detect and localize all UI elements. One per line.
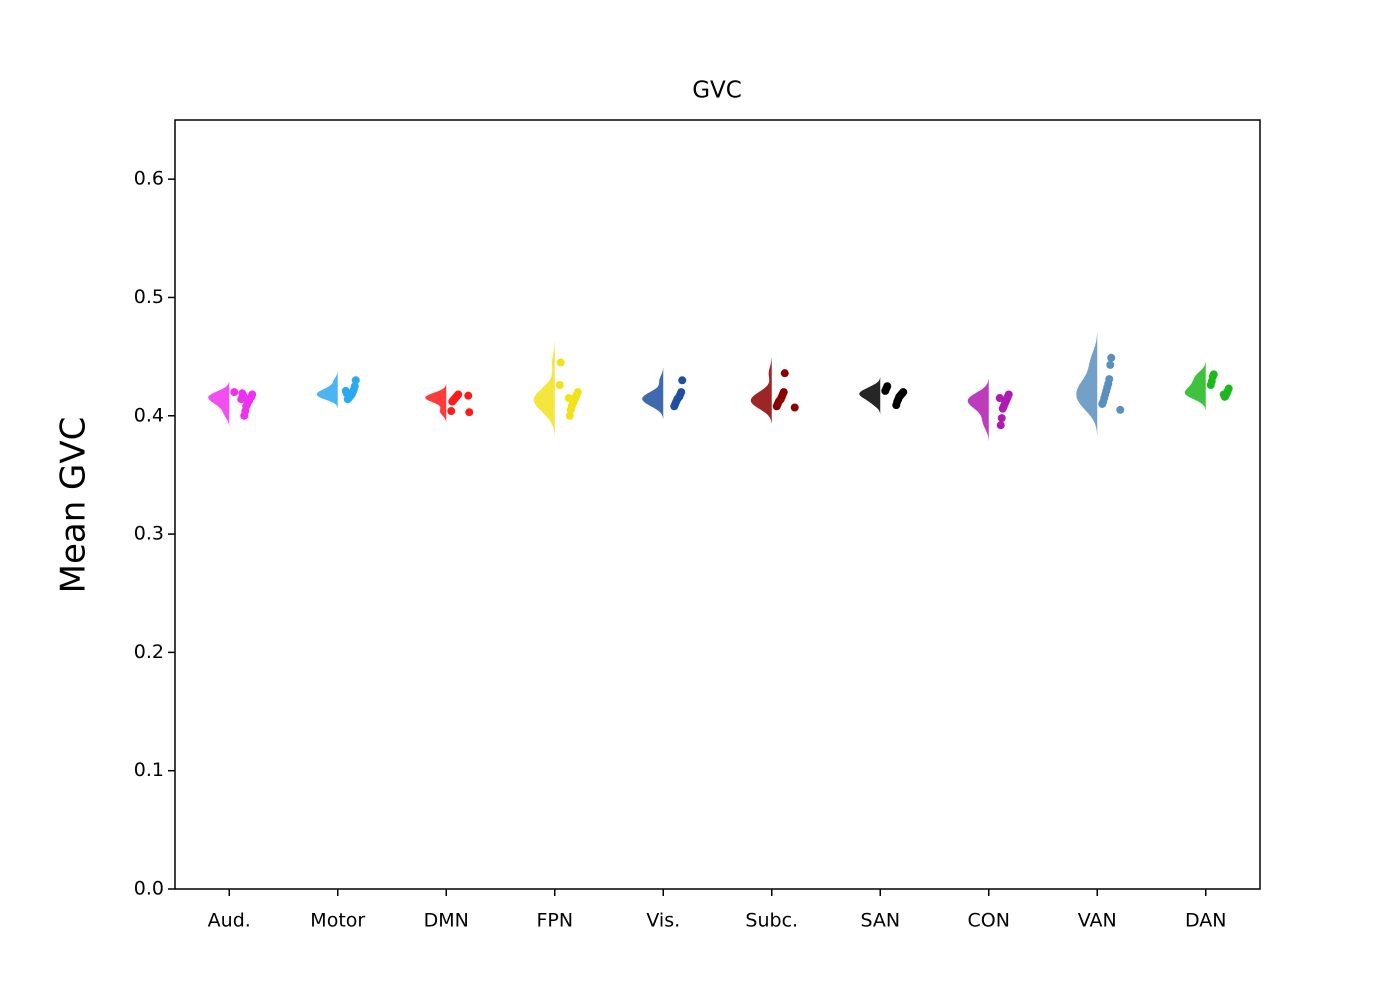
data-point xyxy=(464,391,473,400)
data-point xyxy=(341,386,350,395)
violin xyxy=(208,381,230,427)
x-tick-label: CON xyxy=(968,910,1010,932)
x-tick-label: Motor xyxy=(310,910,365,932)
x-tick-label: Aud. xyxy=(208,910,251,932)
data-point xyxy=(1116,405,1125,414)
x-tick-label: Subc. xyxy=(745,910,798,932)
x-tick-label: FPN xyxy=(536,910,573,932)
y-tick-label: 0.1 xyxy=(134,759,164,781)
data-point xyxy=(566,405,575,414)
violin xyxy=(316,371,338,408)
data-point xyxy=(892,401,901,410)
y-axis-label: Mean GVC xyxy=(54,417,94,594)
data-point xyxy=(555,381,564,390)
y-tick-label: 0.4 xyxy=(134,404,164,426)
violin xyxy=(533,341,555,437)
data-point xyxy=(670,402,679,411)
y-tick-label: 0.2 xyxy=(134,641,164,663)
data-point xyxy=(996,421,1005,430)
data-point xyxy=(565,411,574,420)
data-point xyxy=(1098,399,1107,408)
plot-frame xyxy=(174,119,1261,890)
x-tick-label: VAN xyxy=(1078,910,1117,932)
data-point xyxy=(1106,360,1115,369)
data-point xyxy=(447,407,456,416)
violin xyxy=(1184,361,1206,410)
y-tick-label: 0.3 xyxy=(134,523,164,545)
data-point xyxy=(237,395,246,404)
data-point xyxy=(230,388,239,397)
data-point xyxy=(997,414,1006,423)
data-point xyxy=(343,395,352,404)
data-point xyxy=(780,369,789,378)
y-tick-label: 0.6 xyxy=(134,168,164,190)
violin xyxy=(859,377,881,414)
data-point xyxy=(995,394,1004,403)
x-tick-label: DMN xyxy=(424,910,469,932)
data-point xyxy=(351,376,360,385)
data-point xyxy=(556,358,565,367)
data-point xyxy=(465,408,474,417)
x-tick-label: SAN xyxy=(860,910,900,932)
y-tick-label: 0.0 xyxy=(134,878,164,900)
data-point xyxy=(772,402,781,411)
data-point xyxy=(1219,390,1228,399)
y-tick-label: 0.5 xyxy=(134,286,164,308)
violin xyxy=(1076,332,1098,436)
data-point xyxy=(998,404,1007,413)
data-point xyxy=(240,411,249,420)
x-tick-label: Vis. xyxy=(646,910,680,932)
data-point xyxy=(881,386,890,395)
chart-title: GVC xyxy=(692,78,742,104)
x-tick-label: DAN xyxy=(1185,910,1227,932)
data-point xyxy=(564,394,573,403)
data-point xyxy=(1206,381,1215,390)
data-point xyxy=(1107,353,1116,362)
data-point xyxy=(790,403,799,412)
violin xyxy=(425,384,447,423)
violin xyxy=(750,357,772,424)
data-point xyxy=(678,376,687,385)
violin xyxy=(642,367,664,419)
data-point xyxy=(448,397,457,406)
data-point xyxy=(238,389,247,398)
violin xyxy=(967,378,989,441)
